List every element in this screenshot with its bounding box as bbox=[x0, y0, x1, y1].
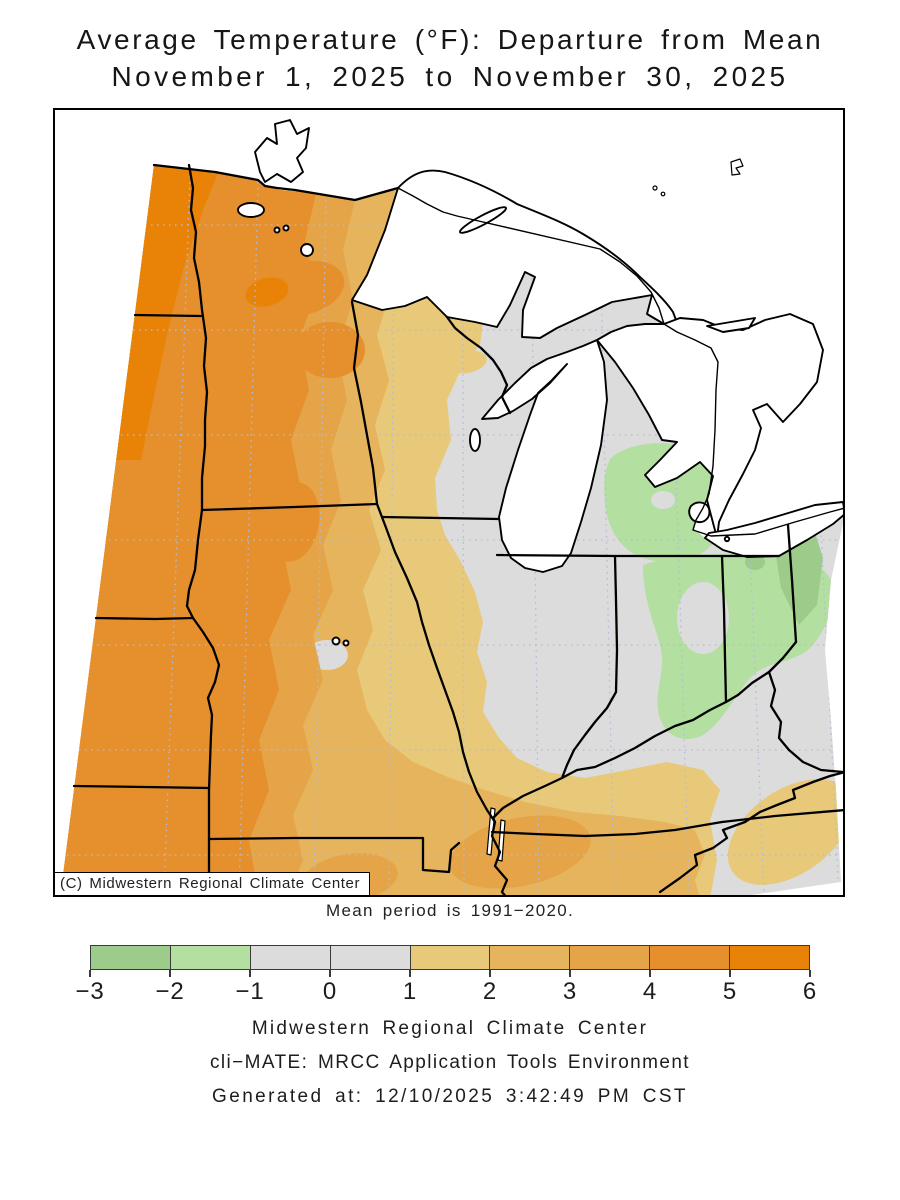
legend-tick-label: 2 bbox=[482, 978, 498, 1005]
state-borders bbox=[72, 163, 843, 895]
legend-tick bbox=[409, 970, 411, 977]
legend-cell bbox=[170, 946, 251, 969]
legend-tick-label: 0 bbox=[322, 978, 338, 1005]
contour-gray-hole-ohio bbox=[677, 582, 729, 654]
border-wi-il bbox=[380, 515, 501, 521]
legend-tick bbox=[729, 970, 731, 977]
legend-tick bbox=[329, 970, 331, 977]
border-oh-pa bbox=[786, 523, 798, 644]
legend-tick bbox=[569, 970, 571, 977]
huron-islet1 bbox=[652, 185, 658, 191]
legend-tick-label: 1 bbox=[402, 978, 418, 1005]
contour-4to5-blob-mn3 bbox=[266, 482, 320, 562]
legend-tick-label: −2 bbox=[155, 978, 185, 1005]
map-image bbox=[60, 119, 843, 895]
legend-tick-label: 4 bbox=[642, 978, 658, 1005]
legend-cell bbox=[490, 946, 571, 969]
lakes bbox=[237, 119, 843, 862]
title-line-2: November 1, 2025 to November 30, 2025 bbox=[111, 61, 789, 92]
border-missouri-river bbox=[185, 604, 221, 895]
page-title: Average Temperature (°F): Departure from… bbox=[0, 24, 900, 93]
lake-winnebago bbox=[469, 428, 481, 452]
manitoulin-island bbox=[706, 317, 756, 333]
border-tn-va bbox=[658, 771, 843, 894]
red-lake bbox=[237, 202, 265, 218]
legend-cell bbox=[570, 946, 651, 969]
footer-app: cli−MATE: MRCC Application Tools Environ… bbox=[210, 1052, 690, 1073]
border-nd-sd bbox=[133, 313, 203, 318]
legend-cell bbox=[650, 946, 731, 969]
border-ohio-river bbox=[491, 640, 798, 824]
contour-1to2-spot-up2 bbox=[447, 350, 487, 374]
us-canada-border bbox=[397, 187, 843, 537]
legend-tick-row: −3 −2 −1 0 1 2 3 4 5 6 bbox=[75, 970, 816, 1012]
legend-tick bbox=[649, 970, 651, 977]
legend-tick-label: 5 bbox=[722, 978, 738, 1005]
mille-lacs-lake bbox=[300, 243, 314, 257]
mean-period-note: Mean period is 1991−2020. bbox=[325, 901, 574, 920]
legend-tick-label: −1 bbox=[235, 978, 265, 1005]
border-mn-north bbox=[152, 163, 400, 202]
legend-cell bbox=[91, 946, 171, 969]
border-mi-south bbox=[495, 553, 781, 558]
border-sd-ne bbox=[94, 616, 195, 621]
legend-tick bbox=[169, 970, 171, 977]
legend-tick-label: 6 bbox=[802, 978, 818, 1005]
international-border bbox=[397, 187, 843, 537]
legend-color-bar bbox=[90, 945, 810, 970]
legend-tick-label: 3 bbox=[562, 978, 578, 1005]
huron-islet2 bbox=[660, 191, 666, 197]
footer: Midwestern Regional Climate Center cli−M… bbox=[0, 1018, 900, 1120]
border-mn-ia bbox=[200, 502, 379, 512]
border-wi-mi bbox=[445, 315, 512, 415]
contour-darkgreen-spot bbox=[745, 554, 765, 570]
iowa-lake-dot2 bbox=[342, 639, 350, 647]
border-wv bbox=[767, 670, 843, 774]
iowa-lake-dot1 bbox=[331, 636, 341, 646]
lake-huron bbox=[596, 313, 824, 539]
contour-5to6-blob-mn bbox=[245, 277, 289, 307]
lake-of-the-woods bbox=[254, 119, 310, 183]
lake-st-clair bbox=[688, 501, 711, 524]
contour-gray-hole-michigan bbox=[651, 491, 675, 509]
title-line-1: Average Temperature (°F): Departure from… bbox=[76, 24, 824, 55]
border-in-oh bbox=[720, 554, 728, 704]
lake-superior bbox=[351, 169, 677, 339]
border-lake-dot1 bbox=[273, 226, 281, 234]
legend-tick bbox=[249, 970, 251, 977]
erie-island bbox=[723, 535, 731, 543]
legend-cell bbox=[730, 946, 810, 969]
ontario-islet bbox=[730, 158, 744, 176]
border-mo-ar bbox=[207, 836, 461, 874]
map-panel: (C) Midwestern Regional Climate Center bbox=[53, 108, 845, 897]
border-red-river bbox=[187, 163, 209, 512]
legend-cell bbox=[330, 946, 411, 969]
border-ia-west bbox=[185, 508, 204, 608]
border-lake-dot2 bbox=[282, 224, 290, 232]
footer-generated-at: Generated at: 12/10/2025 3:42:49 PM CST bbox=[212, 1086, 688, 1107]
isle-royale bbox=[458, 206, 508, 234]
footer-org: Midwestern Regional Climate Center bbox=[251, 1018, 649, 1039]
color-scale-legend: −3 −2 −1 0 1 2 3 4 5 6 bbox=[75, 945, 816, 1012]
legend-tick bbox=[489, 970, 491, 977]
legend-tick-label: −3 bbox=[75, 978, 105, 1005]
border-mississippi-river bbox=[350, 300, 509, 895]
legend-tick bbox=[809, 970, 811, 977]
border-ne-ks bbox=[72, 784, 211, 790]
map-copyright: (C) Midwestern Regional Climate Center bbox=[55, 872, 371, 895]
contour-4to5-blob-mn1 bbox=[265, 260, 345, 316]
legend-cell bbox=[410, 946, 491, 969]
border-ky-tn bbox=[490, 809, 843, 838]
lake-michigan bbox=[481, 339, 608, 573]
legend-tick bbox=[89, 970, 91, 977]
contour-4to5-blob-mn2 bbox=[295, 322, 365, 378]
border-il-in bbox=[560, 554, 619, 780]
legend-cell bbox=[250, 946, 331, 969]
contour-1to2-blob-se bbox=[727, 779, 843, 885]
